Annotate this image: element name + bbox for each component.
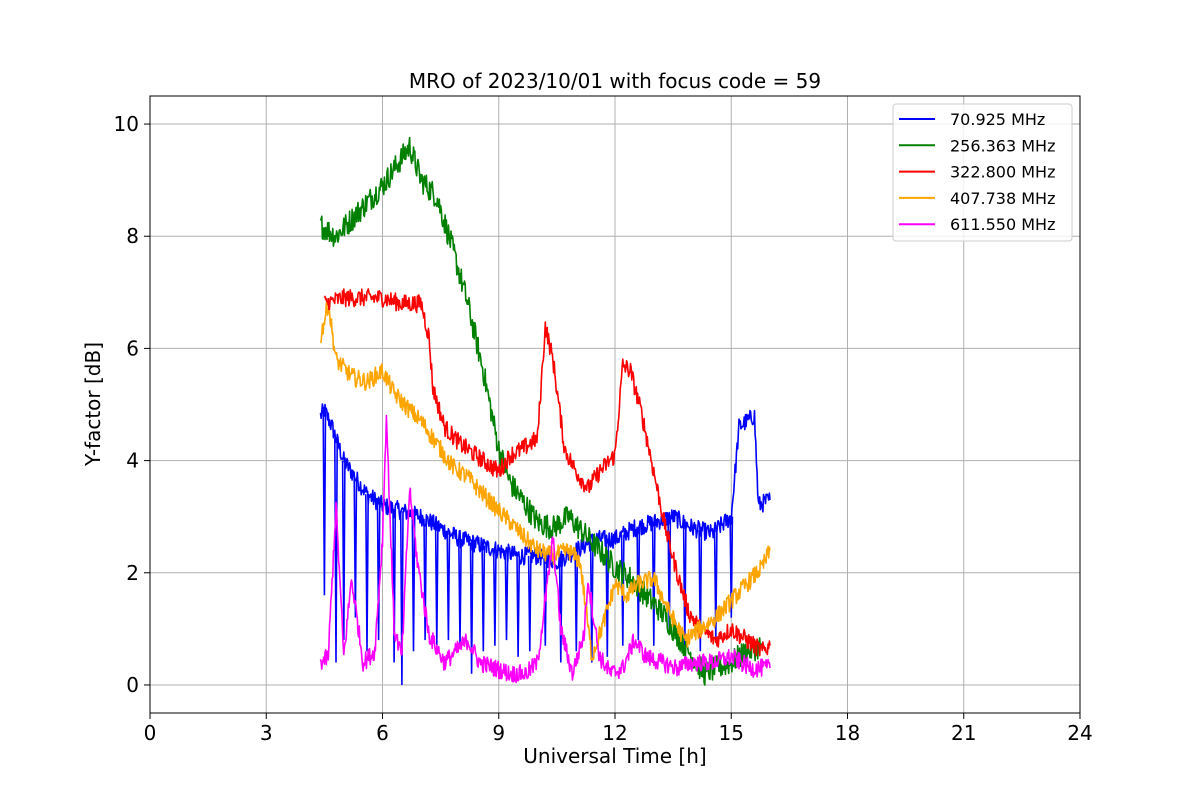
legend-label: 322.800 MHz [950,163,1055,182]
series-line [319,136,764,686]
x-axis-label: Universal Time [h] [523,744,706,768]
chart-title: MRO of 2023/10/01 with focus code = 59 [409,69,821,93]
legend-label: 611.550 MHz [950,215,1055,234]
y-tick-label: 6 [126,336,139,360]
series-group [319,414,771,684]
x-tick-label: 0 [144,721,157,745]
series-group [319,302,771,661]
y-axis-ticks: 0 2 4 6 8 10 [114,112,150,697]
series-dip [516,555,521,657]
series-dip [446,532,451,641]
series-dip [729,516,734,618]
x-tick-label: 9 [492,721,505,745]
x-tick-label: 18 [835,721,860,745]
y-tick-label: 4 [126,449,139,473]
x-tick-label: 24 [1067,721,1092,745]
x-tick-label: 21 [951,721,976,745]
series-dip [589,541,594,663]
series-line [319,302,771,661]
series-dip [469,542,474,674]
legend-label: 70.925 MHz [950,110,1045,129]
series-dip [558,559,563,663]
y-axis-label: Y-factor [dB] [81,342,105,467]
series-dip [411,514,416,652]
x-axis-ticks: 0 3 6 9 12 15 18 21 24 [144,713,1093,745]
series-dip [353,477,358,618]
series-group [319,136,764,686]
series-dip [651,522,656,646]
series-dip [341,460,346,641]
series-dip [376,502,381,641]
legend: 70.925 MHz 256.363 MHz 322.800 MHz 407.738 … [892,103,1073,242]
series-dip [636,526,641,641]
legend-label: 407.738 MHz [950,189,1055,208]
x-tick-label: 6 [376,721,389,745]
series-dip [423,518,428,641]
series-layer [319,136,771,686]
series-group [323,288,771,657]
x-tick-label: 12 [602,721,627,745]
series-dip [698,530,703,652]
series-dip [481,545,486,652]
series-dip [492,549,497,646]
y-tick-label: 0 [126,673,139,697]
series-dip [365,494,369,652]
y-tick-label: 8 [126,224,139,248]
series-dip [504,552,509,641]
series-dip [399,511,404,686]
x-tick-label: 15 [719,721,744,745]
series-line [323,288,771,657]
series-dip [574,550,579,652]
series-dip [605,539,610,657]
x-tick-label: 3 [260,721,273,745]
series-line [319,414,771,684]
y-tick-label: 2 [126,561,139,585]
legend-box [892,103,1073,242]
y-tick-label: 10 [114,112,139,136]
series-dip [322,410,327,596]
series-dip [527,555,532,652]
legend-label: 256.363 MHz [950,136,1055,155]
series-dip [392,508,397,663]
